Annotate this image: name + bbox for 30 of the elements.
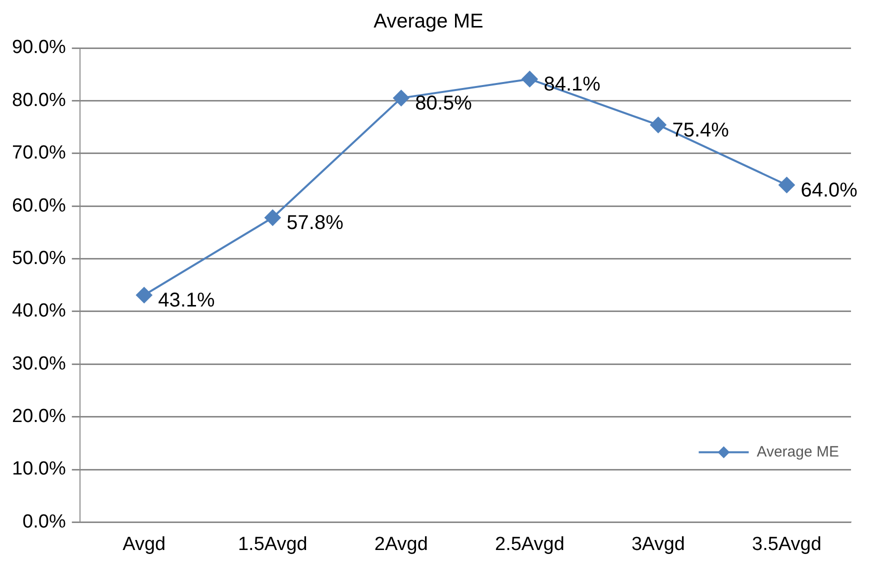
legend-label: Average ME (756, 443, 839, 460)
y-tick-label: 20.0% (12, 406, 66, 428)
chart-title: Average ME (374, 10, 484, 33)
x-tick-label: 1.5Avgd (238, 534, 308, 555)
point (264, 210, 281, 226)
data-label: 80.5% (415, 92, 472, 115)
y-tick-label: 80.0% (12, 90, 66, 111)
x-tick-label: 3Avgd (631, 534, 685, 555)
point (778, 176, 795, 193)
x-tick-label: 3.5Avgd (752, 534, 822, 555)
data-label: 75.4% (672, 119, 730, 142)
data-label: 64.0% (800, 180, 858, 202)
y-tick-label: 40.0% (12, 300, 66, 322)
data-label: 43.1% (158, 290, 216, 312)
x-tick-label: 2.5Avgd (495, 534, 564, 555)
y-tick-label: 70.0% (12, 142, 66, 164)
point (522, 71, 538, 88)
data-label: 57.8% (286, 212, 344, 234)
y-tick-label: 10.0% (12, 458, 66, 480)
y-tick-label: 50.0% (12, 248, 66, 269)
y-tick-label: 60.0% (12, 195, 66, 216)
point (393, 90, 410, 106)
x-tick-label: Avgd (122, 534, 166, 555)
point (136, 287, 152, 304)
point (650, 116, 666, 133)
x-tick-label: 2Avgd (374, 534, 428, 555)
y-tick-label: 90.0% (12, 37, 66, 58)
y-tick-label: 30.0% (12, 353, 66, 374)
y-tick-label: 0.0% (22, 511, 66, 532)
data-label: 84.1% (544, 74, 601, 96)
